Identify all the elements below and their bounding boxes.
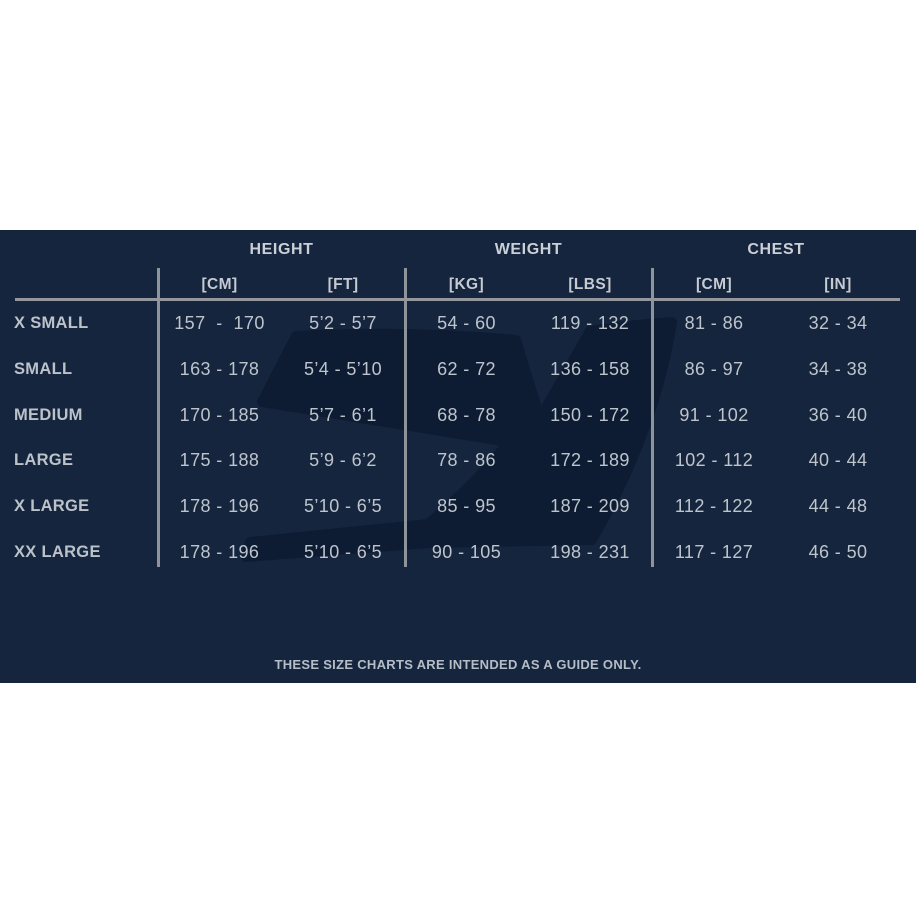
medium-height-cm: 170 - 185 <box>179 404 260 425</box>
x-small-height-cm: 157 - 170 <box>174 313 265 334</box>
large-height-ft: 5’9 - 6’2 <box>309 450 377 471</box>
row-label-x-large: X LARGE <box>14 497 90 516</box>
medium-weight-lbs: 150 - 172 <box>550 404 630 425</box>
brand-z-watermark-icon <box>241 317 677 562</box>
size-chart-panel: HEIGHT WEIGHT CHEST [CM] [FT] [KG] [LBS]… <box>0 230 916 683</box>
guide-disclaimer: THESE SIZE CHARTS ARE INTENDED AS A GUID… <box>274 657 642 672</box>
row-label-x-small: X SMALL <box>14 314 89 333</box>
row-label-large: LARGE <box>14 451 74 470</box>
unit-chest-cm: [CM] <box>695 276 733 293</box>
x-large-height-cm: 178 - 196 <box>179 496 260 517</box>
large-chest-cm: 102 - 112 <box>674 450 754 471</box>
xx-large-height-cm: 178 - 196 <box>179 541 260 562</box>
divider-weight-chest <box>651 268 654 567</box>
small-chest-cm: 86 - 97 <box>684 359 744 380</box>
xx-large-height-ft: 5’10 - 6’5 <box>303 541 383 562</box>
header-rule <box>15 298 900 301</box>
large-height-cm: 175 - 188 <box>179 450 260 471</box>
large-weight-kg: 78 - 86 <box>437 450 496 471</box>
medium-weight-kg: 68 - 78 <box>437 404 496 425</box>
x-small-weight-lbs: 119 - 132 <box>550 313 630 334</box>
xx-large-weight-kg: 90 - 105 <box>431 541 502 562</box>
small-weight-lbs: 136 - 158 <box>550 359 630 380</box>
medium-height-ft: 5’7 - 6’1 <box>309 404 377 425</box>
small-height-cm: 163 - 178 <box>179 359 260 380</box>
unit-height-cm: [CM] <box>201 276 238 293</box>
small-height-ft: 5’4 - 5’10 <box>303 359 383 380</box>
x-small-weight-kg: 54 - 60 <box>437 313 496 334</box>
large-weight-lbs: 172 - 189 <box>550 450 630 471</box>
row-label-medium: MEDIUM <box>14 405 83 424</box>
corner-spacer <box>0 230 158 269</box>
x-small-height-ft: 5’2 - 5’7 <box>309 313 377 334</box>
row-label-xx-large: XX LARGE <box>14 542 101 561</box>
unit-weight-lbs: [LBS] <box>568 276 612 293</box>
x-small-chest-in: 32 - 34 <box>808 313 868 334</box>
xx-large-chest-cm: 117 - 127 <box>674 541 754 562</box>
column-group-weight: WEIGHT <box>494 240 563 258</box>
divider-height-weight <box>404 268 407 567</box>
xx-large-chest-in: 46 - 50 <box>808 541 868 562</box>
small-chest-in: 34 - 38 <box>808 359 868 380</box>
small-weight-kg: 62 - 72 <box>437 359 496 380</box>
column-group-height: HEIGHT <box>249 240 314 258</box>
x-large-chest-in: 44 - 48 <box>808 496 868 517</box>
unit-spacer <box>0 269 158 301</box>
medium-chest-in: 36 - 40 <box>808 404 868 425</box>
row-label-small: SMALL <box>14 360 73 379</box>
unit-chest-in: [IN] <box>824 276 852 293</box>
unit-height-ft: [FT] <box>327 276 359 293</box>
unit-weight-kg: [KG] <box>448 276 485 293</box>
size-chart-table: HEIGHT WEIGHT CHEST [CM] [FT] [KG] [LBS]… <box>0 230 900 575</box>
column-group-chest: CHEST <box>747 240 805 258</box>
large-chest-in: 40 - 44 <box>808 450 868 471</box>
x-large-height-ft: 5’10 - 6’5 <box>303 496 383 517</box>
x-large-weight-kg: 85 - 95 <box>437 496 496 517</box>
medium-chest-cm: 91 - 102 <box>679 404 749 425</box>
x-large-weight-lbs: 187 - 209 <box>550 496 630 517</box>
xx-large-weight-lbs: 198 - 231 <box>550 541 630 562</box>
divider-labels-height <box>157 268 160 567</box>
x-large-chest-cm: 112 - 122 <box>674 496 754 517</box>
x-small-chest-cm: 81 - 86 <box>684 313 744 334</box>
